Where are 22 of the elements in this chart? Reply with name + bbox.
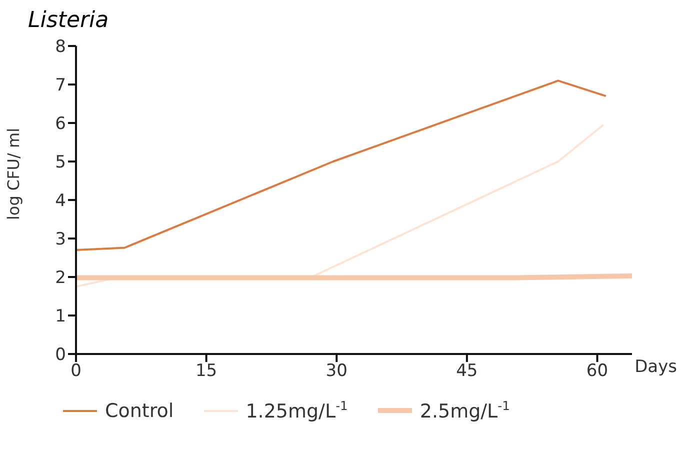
y-tick-label: 8 [55,37,66,58]
line-series [76,124,604,288]
chart-title: Listeria [28,8,109,33]
y-tick-label: 1 [55,306,66,327]
y-tick-label: 2 [55,268,66,288]
x-tick-label: 45 [456,361,478,382]
line-series [76,80,607,252]
legend-label: 2.5mg/L$^{-1}$ [420,399,510,422]
y-tick-label: 4 [55,191,66,212]
y-tick-label: 7 [55,76,66,96]
y-axis-title: log CFU/ ml [4,128,23,220]
y-tick-label: 5 [55,152,66,173]
legend-label: Control [105,400,174,422]
x-tick-label: 15 [195,361,218,382]
y-tick-label: 6 [55,114,66,134]
x-tick-label: 30 [326,361,348,382]
y-tick-label: 3 [55,230,66,250]
y-tick-label: 0 [55,345,66,366]
x-axis-title: Days [634,357,677,377]
x-tick-label: 0 [70,361,82,382]
legend-label: 1.25mg/L$^{-1}$ [246,399,348,422]
x-tick-label: 60 [586,361,608,382]
